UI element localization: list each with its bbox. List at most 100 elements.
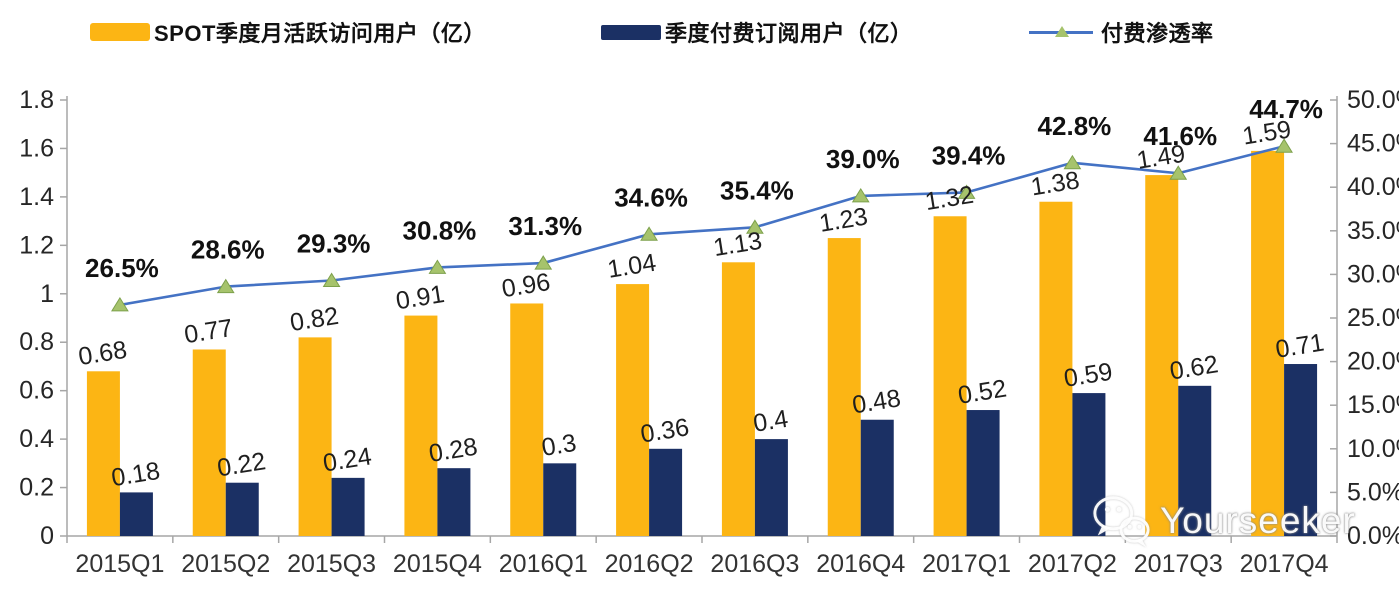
subs-bar-2015Q4 xyxy=(437,468,471,536)
x-axis-category-label: 2017Q3 xyxy=(1134,550,1223,578)
right-axis-tick-label: 50.0% xyxy=(1347,86,1399,114)
legend-item-penetration: 付费渗透率 xyxy=(1029,18,1214,46)
left-axis-tick-label: 1.8 xyxy=(19,86,54,114)
mau-bar-value-label: 0.91 xyxy=(394,280,446,315)
x-axis-category-label: 2015Q1 xyxy=(75,550,164,578)
triangle-marker-icon xyxy=(1055,26,1069,37)
penetration-value-label: 44.7% xyxy=(1249,94,1323,124)
x-axis-category-label: 2017Q2 xyxy=(1028,550,1117,578)
subs-bar-2016Q2 xyxy=(649,448,683,536)
x-axis-category-label: 2015Q3 xyxy=(287,550,376,578)
left-axis-tick-label: 0.6 xyxy=(19,377,54,405)
penetration-value-label: 29.3% xyxy=(297,229,371,259)
right-axis-tick-label: 5.0% xyxy=(1347,478,1399,506)
left-axis-tick-label: 0.4 xyxy=(19,425,54,453)
penetration-value-label: 30.8% xyxy=(403,215,477,245)
mau-bar-value-label: 1.04 xyxy=(606,249,659,284)
penetration-marker-2016Q4 xyxy=(851,187,870,203)
penetration-marker-2016Q2 xyxy=(640,226,658,241)
subs-bar-2016Q4 xyxy=(860,419,894,536)
left-axis-tick-label: 1.6 xyxy=(19,134,54,162)
legend-item-subs: 季度付费订阅用户（亿） xyxy=(601,18,913,46)
right-axis-tick-label: 10.0% xyxy=(1347,435,1399,463)
penetration-legend-swatch xyxy=(1029,24,1093,40)
left-axis-tick-label: 1.4 xyxy=(19,183,54,211)
mau-bar-2017Q4 xyxy=(1251,150,1285,536)
penetration-value-label: 35.4% xyxy=(720,175,794,205)
subs-bar-2017Q3 xyxy=(1178,385,1212,536)
right-axis-tick-label: 25.0% xyxy=(1347,304,1399,332)
mau-bar-2015Q3 xyxy=(298,337,332,536)
mau-bar-value-label: 1.13 xyxy=(711,227,763,262)
legend-item-mau: SPOT季度月活跃访问用户（亿） xyxy=(90,18,486,46)
penetration-value-label: 26.5% xyxy=(85,253,159,283)
subs-bar-2016Q1 xyxy=(543,463,577,536)
x-axis-category-label: 2015Q2 xyxy=(181,550,270,578)
penetration-marker-2017Q1 xyxy=(957,184,976,199)
x-axis-category-label: 2017Q1 xyxy=(922,550,1011,578)
x-axis-category-label: 2016Q2 xyxy=(605,550,694,578)
x-axis-category-label: 2015Q4 xyxy=(393,550,482,578)
subs-bar-value-label: 0.4 xyxy=(751,405,790,438)
mau-bar-2016Q4 xyxy=(827,238,861,537)
penetration-marker-2016Q1 xyxy=(534,255,553,270)
x-axis-category-label: 2017Q4 xyxy=(1240,550,1329,578)
penetration-marker-2015Q3 xyxy=(322,272,341,288)
subs-bar-2015Q2 xyxy=(225,482,259,536)
penetration-line xyxy=(119,144,1285,307)
penetration-value-label: 41.6% xyxy=(1143,121,1217,151)
mau-bar-2016Q1 xyxy=(510,303,544,536)
left-axis-tick-label: 0 xyxy=(40,522,54,550)
watermark-text: Yourseeker xyxy=(1160,500,1356,541)
penetration-value-label: 28.6% xyxy=(191,235,265,265)
penetration-marker-2017Q2 xyxy=(1063,154,1082,170)
penetration-marker-2015Q2 xyxy=(216,278,235,294)
x-axis-category-label: 2016Q3 xyxy=(710,550,799,578)
penetration-marker-2016Q3 xyxy=(746,219,764,234)
subs-legend-label: 季度付费订阅用户（亿） xyxy=(665,21,913,46)
mau-bar-2016Q2 xyxy=(616,284,650,536)
penetration-legend-label: 付费渗透率 xyxy=(1101,21,1214,46)
subs-legend-swatch xyxy=(601,24,661,40)
subs-bar-value-label: 0.3 xyxy=(540,429,579,462)
mau-bar-2017Q2 xyxy=(1039,201,1073,536)
penetration-marker-2017Q4 xyxy=(1275,138,1293,153)
right-axis-tick-label: 20.0% xyxy=(1347,348,1399,376)
mau-legend-label: SPOT季度月活跃访问用户（亿） xyxy=(154,21,486,46)
mau-bar-2017Q1 xyxy=(933,216,967,536)
subs-bar-2017Q1 xyxy=(966,410,1000,536)
penetration-value-label: 31.3% xyxy=(508,211,582,241)
penetration-marker-2015Q4 xyxy=(428,259,447,274)
right-axis-tick-label: 0.0% xyxy=(1347,522,1399,550)
subs-bar-2017Q4 xyxy=(1284,364,1318,536)
mau-bar-2016Q3 xyxy=(721,262,755,536)
left-axis-tick-label: 1.2 xyxy=(19,231,54,259)
x-axis-category-label: 2016Q4 xyxy=(816,550,905,578)
mau-bar-value-label: 0.82 xyxy=(288,302,340,337)
penetration-value-label: 39.4% xyxy=(932,140,1006,170)
right-axis-tick-label: 30.0% xyxy=(1347,260,1399,288)
mau-legend-swatch xyxy=(90,23,150,41)
left-axis-tick-label: 1 xyxy=(40,280,54,308)
penetration-marker-2015Q1 xyxy=(111,296,129,312)
subs-bar-2017Q2 xyxy=(1072,393,1106,536)
watermark: Yourseeker xyxy=(1090,492,1356,550)
wechat-icon xyxy=(1093,496,1150,548)
right-axis-tick-label: 35.0% xyxy=(1347,217,1399,245)
mau-bar-value-label: 1.32 xyxy=(923,181,975,216)
left-axis-tick-label: 0.2 xyxy=(19,474,54,502)
mau-bar-value-label: 0.77 xyxy=(182,314,234,349)
penetration-marker-2017Q3 xyxy=(1169,165,1188,180)
mau-bar-value-label: 0.68 xyxy=(76,336,128,371)
penetration-value-label: 39.0% xyxy=(826,144,900,174)
right-axis-tick-label: 45.0% xyxy=(1347,130,1399,158)
mau-bar-2015Q1 xyxy=(86,371,120,536)
penetration-value-label: 34.6% xyxy=(614,182,688,212)
left-axis-tick-label: 0.8 xyxy=(19,328,54,356)
mau-bar-2017Q3 xyxy=(1145,175,1179,537)
x-axis-category-label: 2016Q1 xyxy=(499,550,588,578)
subs-bar-2015Q1 xyxy=(119,492,153,536)
mau-bar-value-label: 0.96 xyxy=(500,268,552,303)
right-axis-tick-label: 40.0% xyxy=(1347,173,1399,201)
